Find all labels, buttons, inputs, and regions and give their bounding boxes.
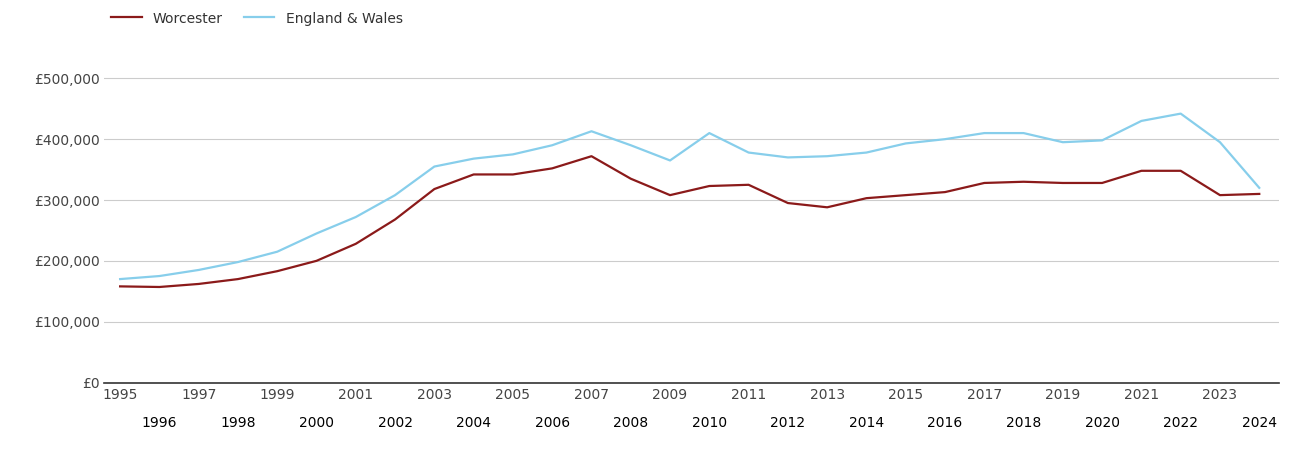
- England & Wales: [269, 249, 284, 254]
- Worcester: [191, 281, 206, 287]
- Worcester: [662, 193, 677, 198]
- England & Wales: [348, 214, 364, 220]
- Worcester: [230, 276, 245, 282]
- England & Wales: [309, 231, 325, 236]
- England & Wales: [662, 158, 677, 163]
- Worcester: [269, 269, 284, 274]
- Worcester: [427, 186, 442, 192]
- Worcester: [112, 284, 128, 289]
- Worcester: [1054, 180, 1070, 186]
- England & Wales: [466, 156, 482, 162]
- Worcester: [702, 183, 718, 189]
- Worcester: [348, 241, 364, 247]
- England & Wales: [937, 136, 953, 142]
- Worcester: [1095, 180, 1111, 186]
- England & Wales: [1134, 118, 1150, 124]
- Worcester: [741, 182, 757, 188]
- Worcester: [1251, 191, 1267, 197]
- Worcester: [151, 284, 167, 290]
- England & Wales: [388, 193, 403, 198]
- England & Wales: [1173, 111, 1189, 116]
- England & Wales: [230, 259, 245, 265]
- Worcester: [544, 166, 560, 171]
- Worcester: [976, 180, 992, 186]
- Worcester: [898, 193, 913, 198]
- England & Wales: [898, 141, 913, 146]
- England & Wales: [1054, 140, 1070, 145]
- Worcester: [309, 258, 325, 264]
- England & Wales: [622, 143, 638, 148]
- Worcester: [859, 195, 874, 201]
- England & Wales: [191, 267, 206, 273]
- Line: England & Wales: England & Wales: [120, 113, 1259, 279]
- Worcester: [388, 217, 403, 222]
- Worcester: [1134, 168, 1150, 174]
- England & Wales: [505, 152, 521, 157]
- Worcester: [505, 172, 521, 177]
- Line: Worcester: Worcester: [120, 156, 1259, 287]
- England & Wales: [1015, 130, 1031, 136]
- Worcester: [1212, 193, 1228, 198]
- England & Wales: [544, 143, 560, 148]
- England & Wales: [820, 153, 835, 159]
- Worcester: [780, 200, 796, 206]
- Worcester: [820, 205, 835, 210]
- England & Wales: [427, 164, 442, 169]
- England & Wales: [1251, 185, 1267, 190]
- England & Wales: [583, 129, 599, 134]
- England & Wales: [702, 130, 718, 136]
- England & Wales: [112, 276, 128, 282]
- Worcester: [1173, 168, 1189, 174]
- Worcester: [622, 176, 638, 181]
- Worcester: [1015, 179, 1031, 184]
- Legend: Worcester, England & Wales: Worcester, England & Wales: [111, 12, 402, 26]
- England & Wales: [1095, 138, 1111, 143]
- England & Wales: [780, 155, 796, 160]
- England & Wales: [1212, 140, 1228, 145]
- England & Wales: [151, 273, 167, 279]
- Worcester: [583, 153, 599, 159]
- Worcester: [466, 172, 482, 177]
- Worcester: [937, 189, 953, 195]
- England & Wales: [859, 150, 874, 155]
- England & Wales: [741, 150, 757, 155]
- England & Wales: [976, 130, 992, 136]
